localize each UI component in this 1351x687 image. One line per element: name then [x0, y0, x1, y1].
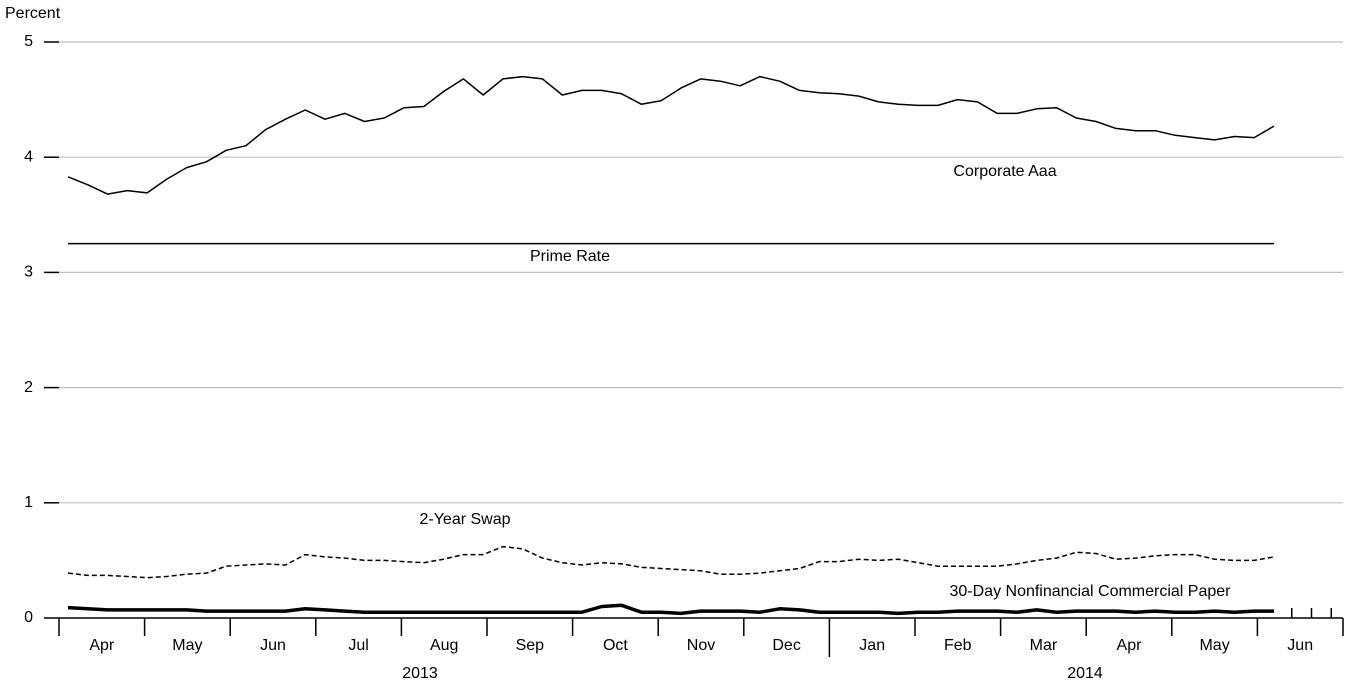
series-label: 30-Day Nonfinancial Commercial Paper	[949, 583, 1231, 600]
x-tick-label: Mar	[1030, 637, 1058, 654]
year-label: 2014	[1067, 665, 1103, 682]
y-tick-label: 0	[24, 609, 33, 626]
series-line	[67, 75, 1275, 195]
x-tick-label: Nov	[687, 637, 715, 654]
y-tick-label: 4	[24, 148, 33, 165]
y-tick-label: 5	[24, 33, 33, 50]
year-label: 2013	[402, 665, 438, 682]
series-label: Prime Rate	[530, 248, 610, 265]
x-tick-label: Oct	[603, 637, 628, 654]
series-label: Corporate Aaa	[953, 163, 1056, 180]
x-tick-label: Jan	[859, 637, 885, 654]
series-label: 2-Year Swap	[419, 511, 510, 528]
x-tick-label: Jun	[260, 637, 286, 654]
y-tick-label: 3	[24, 264, 33, 281]
x-tick-label: Aug	[430, 637, 458, 654]
x-tick-label: Feb	[944, 637, 972, 654]
x-tick-label: May	[1199, 637, 1229, 654]
x-tick-label: May	[172, 637, 202, 654]
y-tick-label: 2	[24, 379, 33, 396]
x-tick-label: Dec	[772, 637, 800, 654]
x-tick-label: Sep	[516, 637, 545, 654]
y-axis-label: Percent	[5, 5, 61, 22]
x-tick-label: Jul	[348, 637, 368, 654]
y-tick-label: 1	[24, 494, 33, 511]
x-tick-label: Apr	[89, 637, 115, 654]
x-tick-label: Apr	[1117, 637, 1143, 654]
series-line	[67, 603, 1274, 616]
series-line	[67, 545, 1275, 579]
x-tick-label: Jun	[1287, 637, 1313, 654]
